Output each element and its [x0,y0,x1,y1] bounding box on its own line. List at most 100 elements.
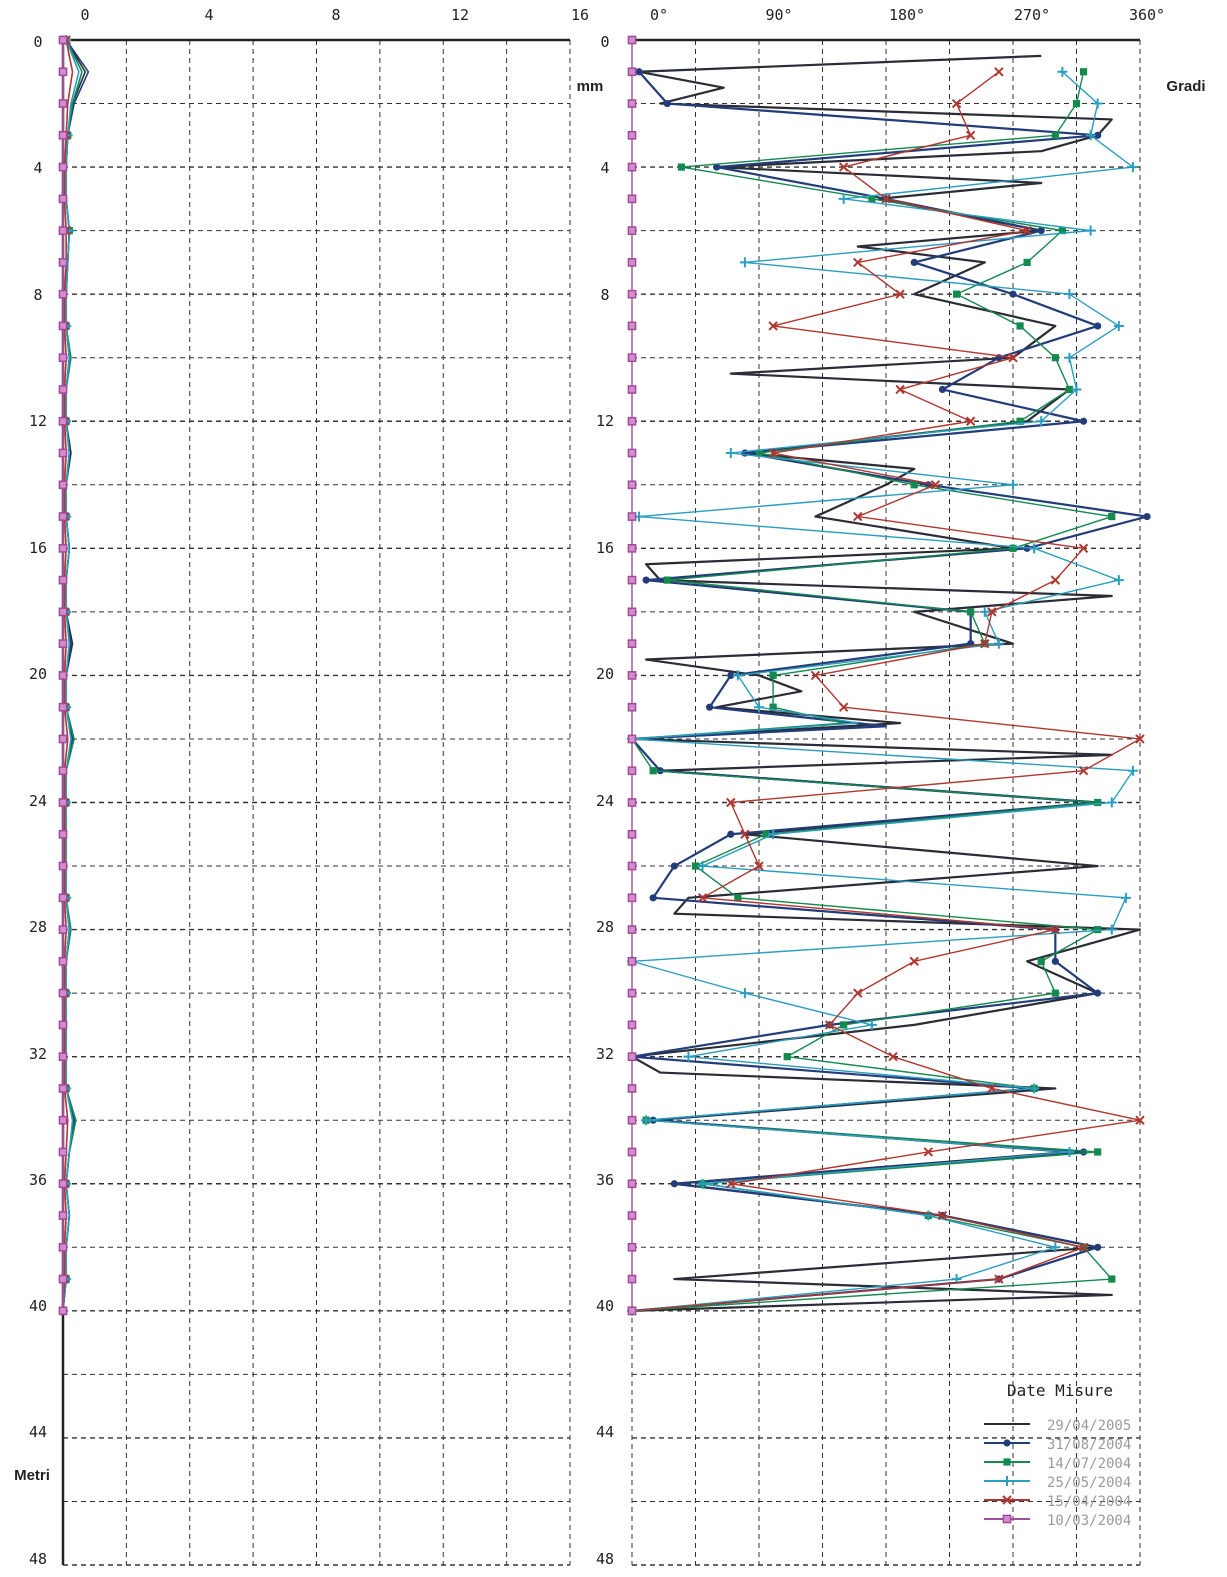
right-point-10-03-2004 [627,671,637,680]
right-point-15-04-2004 [965,416,976,426]
legend-marker-15-04-2004 [1002,1495,1012,1505]
right-point-14-07-2004 [952,290,961,298]
right-point-31-08-2004 [727,830,735,838]
right-point-15-04-2004 [1022,225,1032,236]
right-point-15-04-2004 [951,98,962,109]
right-point-15-04-2004 [853,511,863,522]
right-point-10-03-2004 [627,258,637,267]
right-point-15-04-2004 [754,861,764,871]
right-x-tick-360: 360° [1129,6,1165,24]
right-point-10-03-2004 [627,1084,637,1093]
right-point-14-07-2004 [734,894,742,902]
right-point-31-08-2004 [1037,227,1045,235]
right-point-25-05-2004 [1120,892,1131,903]
right-point-10-03-2004 [627,829,637,839]
right-point-14-07-2004 [1094,1148,1102,1156]
right-point-25-05-2004 [1029,543,1040,554]
right-point-14-07-2004 [755,449,763,457]
right-x-tick-270: 270° [1014,6,1050,24]
right-point-14-07-2004 [1009,544,1017,552]
right-point-15-04-2004 [909,956,919,967]
left-point-10-03-2004 [58,194,68,204]
right-point-31-08-2004 [635,68,643,76]
right-point-25-05-2004 [754,702,764,713]
right-point-10-03-2004 [627,448,637,458]
legend-label-6: 10/03/2004 [1047,1513,1131,1529]
right-point-10-03-2004 [627,289,637,299]
right-point-14-07-2004 [1051,131,1059,139]
right-point-25-05-2004 [923,1210,934,1221]
right-point-10-03-2004 [627,925,637,934]
legend: Date Misure 29/04/2005 31/08/2004 14/07/… [984,1381,1131,1529]
right-point-31-08-2004 [1094,989,1102,997]
right-point-25-05-2004 [697,1178,708,1189]
left-point-10-03-2004 [58,957,68,966]
right-point-10-03-2004 [627,512,637,521]
right-point-31-08-2004 [1094,131,1102,139]
left-x-ticks: 0 4 8 12 16 [80,6,589,24]
left-y-axis-label: Metri [14,1467,50,1484]
right-point-14-07-2004 [1051,354,1059,362]
left-y-tick-0: 0 [33,33,42,51]
right-point-25-05-2004 [1008,479,1018,490]
left-point-10-03-2004 [58,480,68,490]
right-y-tick-32: 32 [596,1045,614,1063]
right-point-15-04-2004 [697,893,708,903]
right-point-15-04-2004 [994,1274,1004,1284]
right-point-10-03-2004 [627,1242,637,1252]
right-point-10-03-2004 [627,766,637,776]
right-point-15-04-2004 [888,1051,898,1062]
left-point-10-03-2004 [58,734,68,744]
right-y-tick-48: 48 [596,1550,614,1568]
right-point-14-07-2004 [1065,385,1074,394]
legend-label-1: 29/04/2005 [1047,1418,1131,1434]
right-point-14-07-2004 [1058,227,1066,235]
right-point-14-07-2004 [1072,99,1081,108]
right-point-25-05-2004 [993,638,1004,649]
right-point-14-07-2004 [1023,258,1031,266]
left-point-10-03-2004 [58,99,68,108]
legend-marker-25-05-2004 [1002,1476,1012,1486]
left-point-10-03-2004 [58,575,68,585]
right-point-25-05-2004 [739,988,750,999]
right-point-10-03-2004 [627,226,637,235]
left-point-10-03-2004 [58,893,68,903]
right-point-15-04-2004 [1050,575,1061,585]
right-point-14-07-2004 [1094,925,1102,934]
right-point-10-03-2004 [627,35,637,45]
right-point-10-03-2004 [627,1147,637,1157]
right-point-25-05-2004 [979,606,990,617]
left-point-10-03-2004 [58,226,68,235]
left-x-tick-16: 16 [571,6,589,24]
right-point-10-03-2004 [627,734,637,744]
right-point-25-05-2004 [1092,98,1103,109]
right-point-10-03-2004 [627,957,637,966]
left-point-10-03-2004 [58,353,68,363]
right-point-15-04-2004 [810,670,821,681]
right-y-tick-16: 16 [596,539,614,557]
right-point-25-05-2004 [1127,162,1138,173]
right-point-15-04-2004 [853,257,863,268]
right-point-15-04-2004 [740,829,750,839]
left-x-tick-12: 12 [451,6,469,24]
left-point-10-03-2004 [58,321,68,331]
left-point-10-03-2004 [58,130,68,140]
right-series-line-15-04-2004 [631,71,1141,1312]
right-y-tick-12: 12 [596,412,614,430]
right-point-15-04-2004 [965,130,976,141]
right-point-15-04-2004 [1078,1242,1089,1252]
right-point-14-07-2004 [1079,68,1088,76]
right-point-15-04-2004 [1008,353,1018,363]
left-y-tick-28: 28 [29,918,47,936]
right-point-25-05-2004 [1127,765,1138,776]
right-x-axis-label: Gradi [1166,78,1205,95]
right-point-14-07-2004 [649,767,657,775]
right-point-15-04-2004 [1135,734,1145,744]
legend-symbols [984,1423,1030,1524]
right-point-15-04-2004 [1078,766,1089,776]
right-point-10-03-2004 [627,1179,637,1189]
right-point-10-03-2004 [627,321,637,331]
right-point-31-08-2004 [670,862,678,870]
right-point-25-05-2004 [1113,575,1124,586]
left-point-10-03-2004 [58,448,68,458]
